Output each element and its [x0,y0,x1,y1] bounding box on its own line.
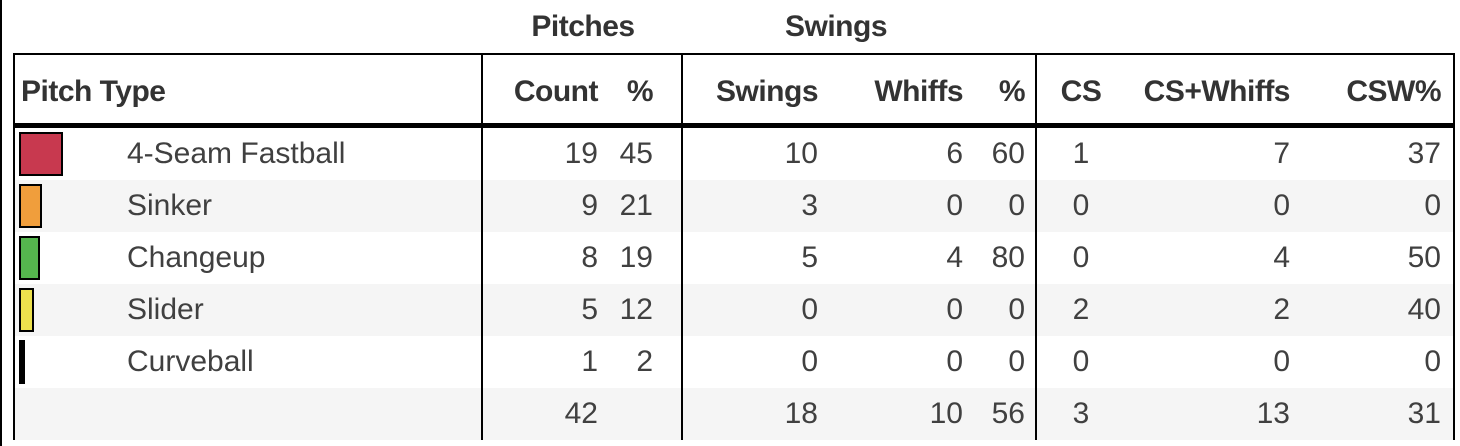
cs-cell: 1 [1035,128,1125,180]
total-count-cell: 42 [481,388,606,440]
header-swings: Swings [681,55,826,128]
cs-whiffs-cell: 4 [1273,241,1290,274]
pitch-type-cell: 4-Seam Fastball [15,128,481,180]
whiffs-cell: 0 [946,345,963,378]
swings-cell: 3 [681,180,826,232]
table-row-slider: Slider 5 12 0 0 0 2 2 40 [15,284,1453,336]
group-header-swings: Swings [784,9,888,43]
header-cs: CS [1035,55,1125,128]
pitch-color-swatch [19,184,42,228]
table-row-sinker: Sinker 9 21 3 0 0 0 0 0 [15,180,1453,232]
pitch-color-swatch [19,236,40,280]
swings-cell: 0 [681,336,826,388]
cs-cell: 0 [1035,180,1125,232]
cs-cell: 0 [1035,232,1125,284]
pitch-color-swatch [19,132,63,176]
totals-label-cell [15,388,481,440]
cs-whiffs-cell: 0 [1273,345,1290,378]
whiffs-cell: 0 [946,293,963,326]
header-pitch-type: Pitch Type [21,74,166,108]
pitch-color-swatch [19,288,34,332]
csw-pct-cell: 0 [1424,345,1441,378]
count-cell: 5 [481,284,606,336]
swings-pct-cell: 0 [1008,293,1025,326]
whiffs-cell: 4 [946,241,963,274]
pitch-type-cell: Changeup [15,232,481,284]
count-cell: 8 [481,232,606,284]
pitch-name: 4-Seam Fastball [127,137,346,170]
header-swings-pct: % [998,74,1026,108]
count-pct-cell: 2 [636,345,653,378]
pitch-stats-table: Pitches Swings Pitch Type Count % Swings… [13,0,1455,440]
cs-whiffs-cell: 2 [1273,293,1290,326]
count-pct-cell: 45 [619,137,653,170]
cs-whiffs-cell: 7 [1273,137,1290,170]
total-cs-whiffs-cell: 13 [1256,397,1290,430]
count-cell: 19 [481,128,606,180]
total-cs-cell: 3 [1035,388,1125,440]
csw-pct-cell: 40 [1407,293,1441,326]
stats-grid: Pitch Type Count % Swings Whiffs % CS CS… [13,53,1455,440]
pitch-name: Sinker [127,189,213,222]
header-cs-whiffs: CS+Whiffs [1143,74,1291,108]
whiffs-cell: 6 [946,137,963,170]
pitch-type-cell: Sinker [15,180,481,232]
swings-cell: 0 [681,284,826,336]
pitch-name: Curveball [127,345,254,378]
table-row-curveball: Curveball 1 2 0 0 0 0 0 0 [15,336,1453,388]
count-pct-cell: 21 [619,189,653,222]
cs-cell: 0 [1035,336,1125,388]
group-header-pitches: Pitches [531,9,635,43]
header-count: Count [481,55,606,128]
header-whiffs: Whiffs [874,74,963,108]
pitch-color-swatch [19,340,25,384]
swings-pct-cell: 60 [991,137,1025,170]
table-row-totals: 42 18 10 56 3 13 31 [15,388,1453,440]
whiffs-cell: 0 [946,189,963,222]
page-edge-line [0,0,2,446]
pitch-name: Changeup [127,241,266,274]
swings-pct-cell: 80 [991,241,1025,274]
column-header-row: Pitch Type Count % Swings Whiffs % CS CS… [15,55,1453,128]
total-whiffs-cell: 10 [929,397,963,430]
cs-whiffs-cell: 0 [1273,189,1290,222]
csw-pct-cell: 0 [1424,189,1441,222]
table-row-changeup: Changeup 8 19 5 4 80 0 4 50 [15,232,1453,284]
csw-pct-cell: 37 [1407,137,1441,170]
swings-pct-cell: 0 [1008,189,1025,222]
swings-pct-cell: 0 [1008,345,1025,378]
header-csw-pct: CSW% [1346,74,1441,108]
total-swings-cell: 18 [681,388,826,440]
header-count-pct: % [626,74,654,108]
pitch-name: Slider [127,293,204,326]
group-header-row: Pitches Swings [13,0,1455,53]
csw-pct-cell: 50 [1407,241,1441,274]
pitch-type-cell: Slider [15,284,481,336]
count-cell: 9 [481,180,606,232]
swings-cell: 5 [681,232,826,284]
table-row-4-seam-fastball: 4-Seam Fastball 19 45 10 6 60 1 7 37 [15,128,1453,180]
total-csw-pct-cell: 31 [1407,397,1441,430]
count-pct-cell: 19 [619,241,653,274]
swings-cell: 10 [681,128,826,180]
count-cell: 1 [481,336,606,388]
cs-cell: 2 [1035,284,1125,336]
count-pct-cell: 12 [619,293,653,326]
total-swings-pct-cell: 56 [991,397,1025,430]
pitch-type-cell: Curveball [15,336,481,388]
